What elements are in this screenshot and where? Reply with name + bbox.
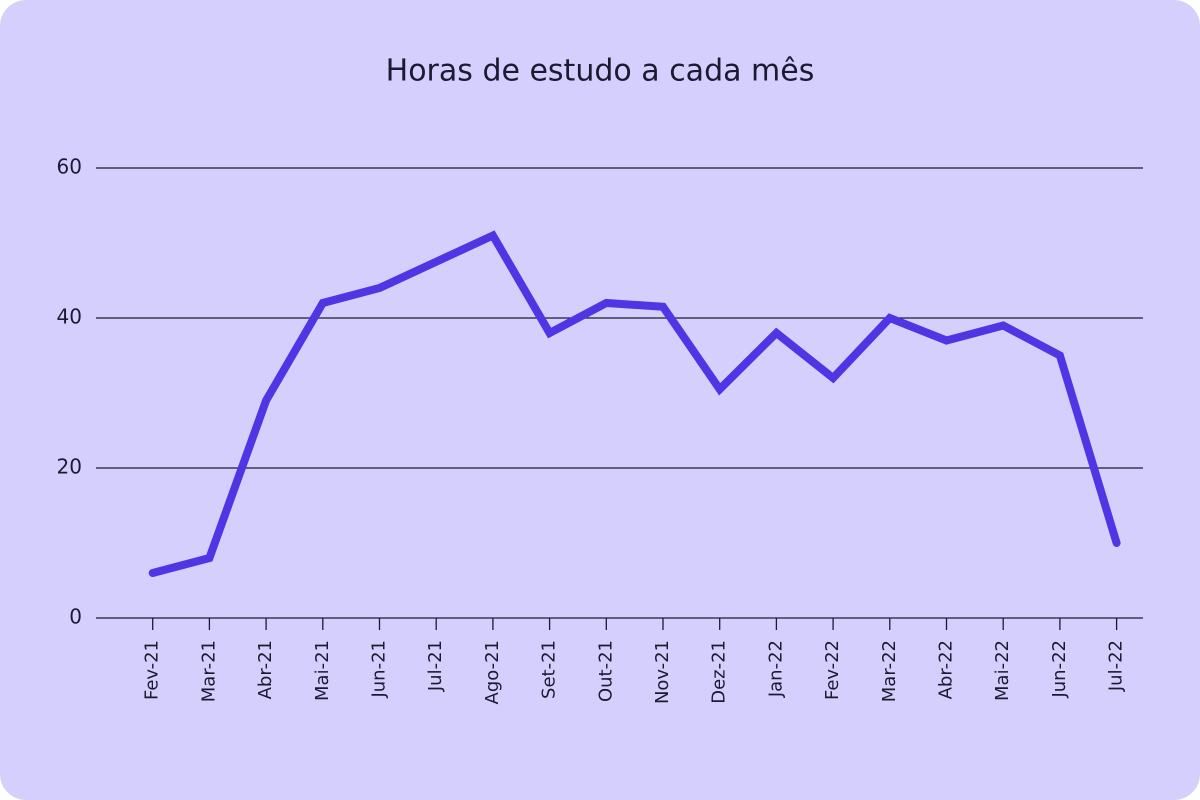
x-tick-label: Nov-21	[652, 640, 673, 704]
data-line	[148, 230, 1121, 577]
x-tick-label: Jul-21	[425, 640, 446, 692]
x-tick-label: Set-21	[539, 640, 560, 699]
y-tick-label: 0	[69, 605, 82, 629]
x-tick-label: Fev-21	[142, 640, 163, 700]
x-tick-label: Jun-21	[369, 640, 390, 699]
x-tick-label: Mai-22	[992, 640, 1013, 701]
x-tick-label: Mar-21	[198, 640, 219, 702]
x-tick-label: Mai-21	[312, 640, 333, 701]
x-tick-label: Abr-21	[255, 640, 276, 699]
chart-title: Horas de estudo a cada mês	[386, 54, 815, 89]
x-tick-label: Out-21	[595, 640, 616, 702]
x-tick-label: Ago-21	[482, 640, 503, 705]
y-tick-label: 60	[57, 155, 82, 179]
y-tick-label: 40	[57, 305, 82, 329]
x-tick-label: Dez-21	[709, 640, 730, 704]
x-tick-label: Jul-22	[1106, 640, 1127, 692]
x-tick-label: Jun-22	[1049, 640, 1070, 699]
x-tick-label: Mar-22	[879, 640, 900, 702]
x-tick-label: Abr-22	[936, 640, 957, 699]
y-tick-label: 20	[57, 455, 82, 479]
x-tick-label: Fev-22	[822, 640, 843, 700]
x-tick-label: Jan-22	[765, 640, 786, 698]
